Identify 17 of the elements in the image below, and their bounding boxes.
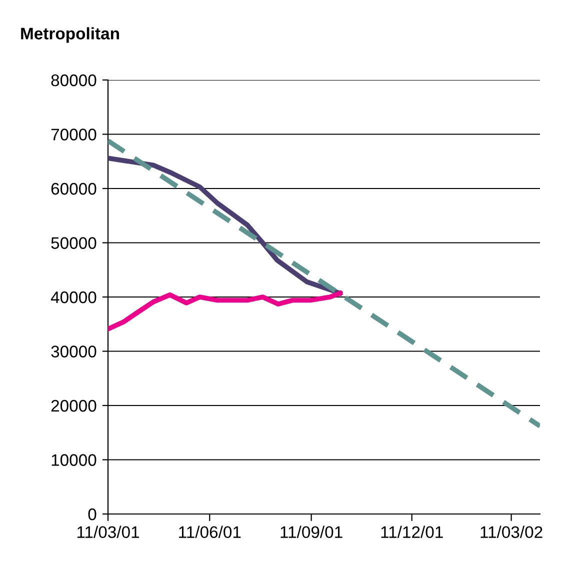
y-tick-label: 10000 [52, 454, 96, 466]
line-series [108, 156, 342, 296]
y-tick-label: 0 [88, 508, 96, 520]
y-tick-label: 50000 [51, 237, 96, 249]
y-tick-label: 30000 [51, 346, 96, 358]
y-tick-label: 40000 [50, 291, 96, 304]
y-tick-label: 80000 [51, 74, 96, 86]
y-tick-label: 60000 [51, 182, 96, 195]
x-tick-label: 11/03/01 [77, 526, 140, 538]
y-tick-label: 20000 [51, 400, 96, 412]
x-tick-label: 11/09/01 [280, 526, 342, 538]
y-tick-label: 70000 [51, 128, 96, 140]
x-tick-label: 11/12/01 [381, 526, 443, 538]
line-series [108, 290, 342, 332]
chart-title: Metropolitan [21, 27, 119, 43]
x-tick-label: 11/03/02 [480, 526, 542, 538]
x-tick-label: 11/06/01 [179, 526, 241, 538]
